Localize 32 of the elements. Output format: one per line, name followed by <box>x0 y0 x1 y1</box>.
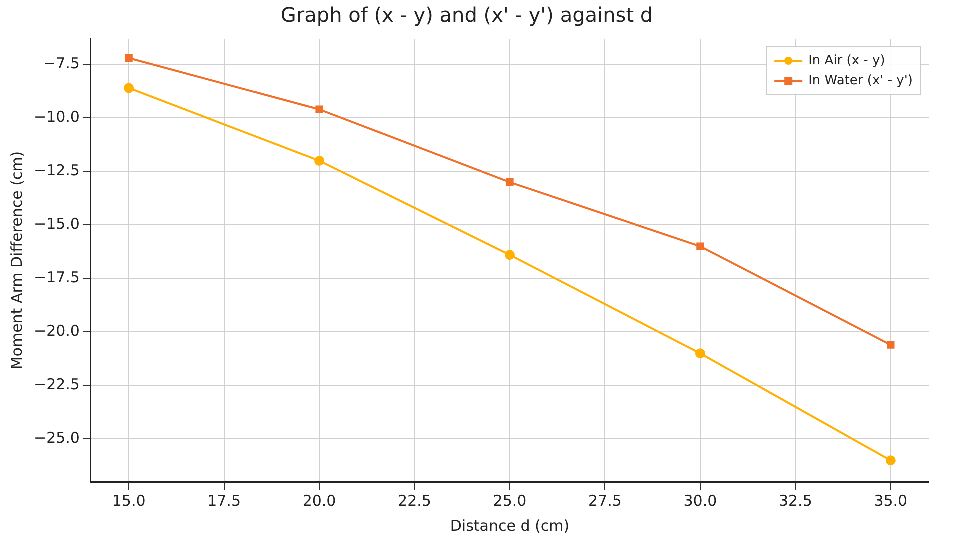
x-tick-label: 25.0 <box>493 492 527 510</box>
point <box>887 341 895 349</box>
point <box>696 242 704 250</box>
x-tick-label: 27.5 <box>588 492 622 510</box>
point <box>124 83 134 94</box>
x-axis-title: Distance d (cm) <box>450 516 570 535</box>
point <box>886 456 896 466</box>
point <box>695 348 706 359</box>
x-tick-label: 17.5 <box>208 492 241 510</box>
x-tick-label: 15.0 <box>112 492 146 510</box>
y-tick-label: −22.5 <box>34 376 80 394</box>
point <box>125 54 133 62</box>
x-tick-label: 30.0 <box>684 492 718 510</box>
chart-title: Graph of (x - y) and (x' - y') against d <box>280 3 654 28</box>
y-tick-label: −25.0 <box>34 429 80 448</box>
legend-label: In Air (x - y) <box>808 53 886 68</box>
x-tick-label: 22.5 <box>398 492 432 510</box>
x-tick-label: 32.5 <box>778 492 812 510</box>
y-tick-label: −17.5 <box>34 268 80 287</box>
x-tick-label: 35.0 <box>874 492 908 510</box>
point <box>316 106 324 114</box>
y-tick-label: −20.0 <box>34 322 80 340</box>
y-tick-label: −15.0 <box>34 215 80 234</box>
point <box>504 250 515 260</box>
x-tick-label: 20.0 <box>302 492 336 510</box>
legend-label: In Water (x' - y') <box>808 73 914 88</box>
y-tick-label: −10.0 <box>34 108 80 126</box>
point <box>314 156 325 166</box>
y-tick-label: −7.5 <box>44 54 80 73</box>
y-axis-title: Moment Arm Difference (cm) <box>8 151 26 370</box>
y-tick-label: −12.5 <box>34 162 80 180</box>
point <box>506 178 514 186</box>
